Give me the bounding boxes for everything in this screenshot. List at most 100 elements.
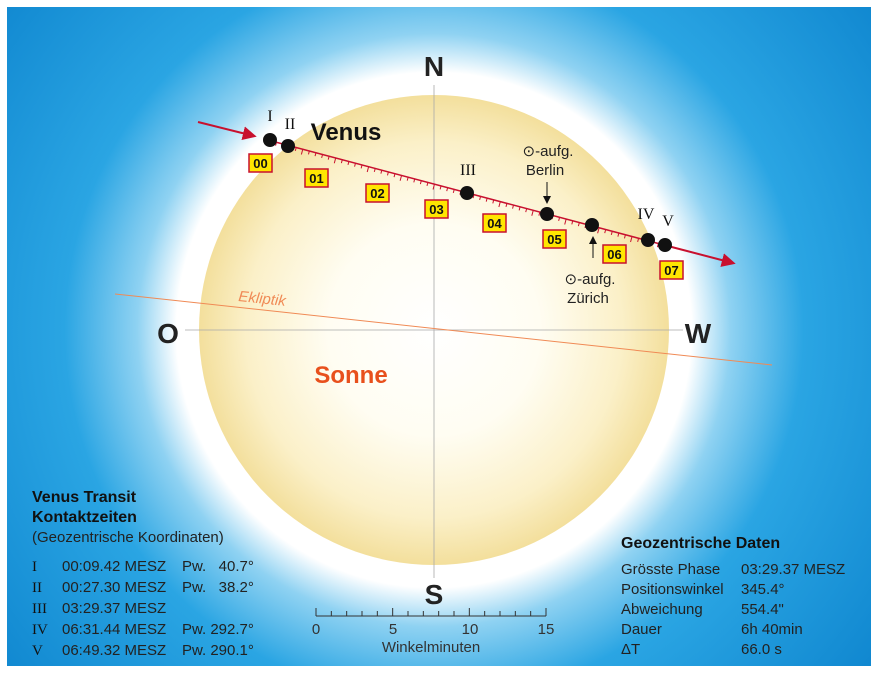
- contact-row-4-num: IV: [32, 622, 48, 638]
- hour-box-05: 05: [542, 229, 567, 249]
- hour-label-06: 06: [607, 247, 621, 262]
- track-tick: [492, 199, 495, 204]
- compass-west: W: [685, 318, 712, 349]
- track-arrow-in: [197, 121, 257, 141]
- compass-east: O: [157, 318, 179, 349]
- track-tick: [512, 204, 515, 209]
- contact-label-i: I: [267, 108, 272, 125]
- track-tick: [426, 181, 429, 186]
- sunrise-berlin-arrowhead: [543, 196, 551, 204]
- venus-contact-i: [263, 133, 277, 147]
- sunrise-zurich-arrowhead: [589, 236, 597, 244]
- track-tick: [380, 169, 383, 174]
- hour-box-07: 07: [659, 260, 684, 280]
- hour-box-03: 03: [424, 199, 449, 219]
- contact-row-4-time: 06:31.44 MESZ: [62, 621, 166, 638]
- contact-row-2-num: II: [32, 580, 42, 596]
- geo-row-3-value: 554.4": [741, 601, 784, 618]
- track-tick: [314, 152, 317, 157]
- track-tick: [531, 209, 534, 216]
- track-tick: [321, 153, 324, 158]
- track-tick: [558, 216, 561, 221]
- scale-bar: 0 5 10 15 Winkelminuten: [312, 608, 555, 656]
- scale-label: Winkelminuten: [382, 639, 480, 656]
- geocentric-data-panel: Geozentrische Daten Grösste Phase 03:29.…: [621, 535, 845, 658]
- hour-label-05: 05: [547, 232, 561, 247]
- track-tick: [637, 237, 640, 242]
- contact-row-1-pw: Pw. 40.7°: [182, 558, 254, 575]
- hour-label-01: 01: [309, 171, 323, 186]
- track-tick: [307, 150, 310, 155]
- contact-row-1-num: I: [32, 559, 37, 575]
- sunrise-berlin-line1: ⊙-aufg.: [523, 143, 574, 160]
- track-tick: [366, 166, 370, 173]
- sun-label: Sonne: [314, 362, 387, 389]
- scale-ticks: [315, 608, 547, 616]
- track-tick: [604, 229, 607, 234]
- geo-row-5-label: ΔT: [621, 641, 640, 658]
- contact-row-4-pw: Pw. 292.7°: [182, 621, 254, 638]
- track-tick: [525, 208, 528, 213]
- track-tick: [333, 157, 337, 164]
- hour-box-01: 01: [304, 168, 329, 188]
- venus-label: Venus: [311, 119, 382, 146]
- sunrise-zurich-line2: Zürich: [567, 290, 609, 307]
- track-tick: [564, 218, 567, 225]
- geo-row-4-value: 6h 40min: [741, 621, 803, 638]
- compass-south: S: [425, 579, 444, 610]
- hour-box-00: 00: [248, 153, 273, 173]
- track-tick: [498, 201, 501, 208]
- track-tick: [452, 188, 455, 193]
- hour-label-03: 03: [429, 202, 443, 217]
- geo-row-4-label: Dauer: [621, 621, 662, 638]
- contact-row-5-num: V: [32, 643, 43, 659]
- scale-tick-15: 15: [538, 621, 555, 638]
- geo-row-2-value: 345.4°: [741, 581, 785, 598]
- sunrise-berlin-line2: Berlin: [526, 162, 564, 179]
- venus-contact-v: [658, 238, 672, 252]
- hour-box-06: 06: [602, 244, 627, 264]
- contact-row-2-pw: Pw. 38.2°: [182, 579, 254, 596]
- venus-contact-iii: [460, 186, 474, 200]
- contact-label-ii: II: [285, 116, 296, 133]
- track-tick: [577, 222, 580, 227]
- scale-tick-10: 10: [462, 621, 479, 638]
- track-tick: [439, 185, 442, 190]
- venus-sunrise-zurich: [585, 218, 599, 232]
- geo-row-3-label: Abweichung: [621, 601, 703, 618]
- track-tick: [340, 159, 343, 164]
- contact-row-3-num: III: [32, 601, 47, 617]
- venus-sunrise-berlin: [540, 207, 554, 221]
- contact-row-5-time: 06:49.32 MESZ: [62, 642, 166, 659]
- contact-label-iv: IV: [638, 206, 655, 223]
- hour-box-02: 02: [365, 183, 390, 203]
- contact-row-5-pw: Pw. 290.1°: [182, 642, 254, 659]
- track-tick: [472, 194, 475, 199]
- track-tick: [373, 167, 376, 172]
- track-tick: [623, 234, 626, 239]
- contact-row-1-time: 00:09.42 MESZ: [62, 558, 166, 575]
- geo-row-2-label: Positionswinkel: [621, 581, 724, 598]
- hour-label-00: 00: [253, 156, 267, 171]
- track-tick: [327, 155, 330, 160]
- contact-title-1: Venus Transit: [32, 489, 137, 506]
- contact-label-v: V: [662, 213, 674, 230]
- venus-contact-ii: [281, 139, 295, 153]
- geo-row-1-label: Grösste Phase: [621, 561, 720, 578]
- contact-subtitle: (Geozentrische Koordinaten): [32, 529, 224, 546]
- track-tick: [386, 171, 389, 176]
- track-tick: [610, 230, 613, 235]
- track-tick: [354, 162, 357, 167]
- track-tick: [393, 173, 396, 178]
- track-tick: [538, 211, 541, 216]
- track-tick: [617, 232, 620, 237]
- geo-row-1-value: 03:29.37 MESZ: [741, 561, 845, 578]
- contact-label-iii: III: [460, 162, 476, 179]
- scale-tick-0: 0: [312, 621, 320, 638]
- track-tick: [360, 164, 363, 169]
- scale-tick-5: 5: [389, 621, 397, 638]
- track-tick: [571, 220, 574, 225]
- track-tick: [406, 176, 409, 181]
